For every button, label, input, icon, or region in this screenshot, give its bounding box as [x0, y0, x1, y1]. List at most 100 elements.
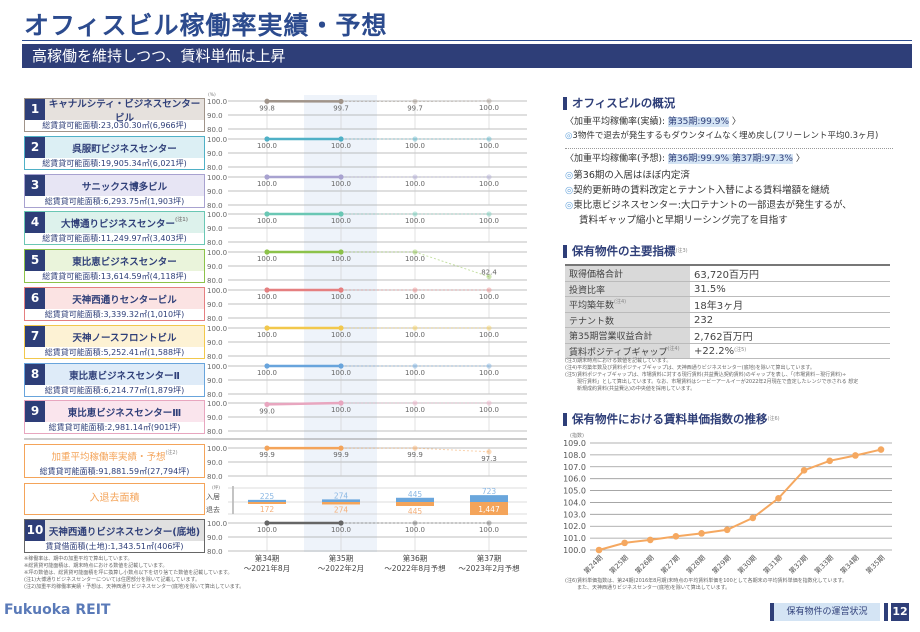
property-area: 総賃貸可能面積:19,905.34㎡(6,021坪) [42, 159, 187, 168]
data-point [412, 174, 418, 180]
forecast-label: 〈加重平均稼働率(予想): [565, 154, 666, 164]
period-label: 第34期 [255, 553, 280, 563]
data-point [338, 520, 344, 526]
value-label: 100.0 [479, 104, 499, 112]
data-point [264, 520, 270, 526]
value-label: 100.0 [331, 369, 351, 377]
y-tick-label: 90.0 [207, 188, 223, 196]
footnote: ※稼働率は、期中の加重平均で算出しています。 [24, 556, 133, 562]
data-point [338, 98, 344, 105]
heading-text: 保有物件の主要指標 [572, 244, 676, 258]
period-label: 第35期 [329, 553, 354, 563]
property-area: 総賃貸可能面積:91,881.59㎡(27,794坪) [39, 467, 190, 476]
y-tick-label: 106.0 [563, 475, 586, 484]
move-out-value: 172 [260, 505, 275, 514]
property-card: 1 キャナルシティ・ビジネスセンタービル 総賃貸可能面積:23,030.30㎡(6,… [24, 98, 205, 132]
indicator-value: 63,720百万円 [690, 265, 890, 282]
data-point [877, 446, 885, 453]
y-tick-label: 80.0 [207, 391, 223, 399]
property-header: 加重平均稼働率実績・予想(注2) [25, 445, 204, 466]
data-point [672, 533, 680, 540]
property-area: 総賃貸可能面積:11,249.97㎡(3,403坪) [42, 234, 187, 243]
overview-heading: オフィスビルの概況 [563, 97, 675, 110]
note-ref: (注4) [667, 345, 680, 352]
bullet-icon: ◎ [565, 170, 574, 181]
y-tick-label: 108.0 [563, 451, 586, 460]
property-name-text: 東比恵ビジネスセンターⅢ [67, 407, 182, 419]
data-point [264, 98, 270, 104]
data-point [486, 363, 492, 369]
note: (注4)平均築年数及び賃料ポジティブギャップは、天神西通りビジネスセンター(底地… [565, 365, 815, 371]
note-ref: (注3) [675, 248, 688, 254]
move-out-bar [322, 502, 360, 505]
y-tick-label: 100.0 [207, 363, 227, 371]
property-number: 5 [25, 250, 45, 271]
property-name-text: 呉服町ビジネスセンター [72, 143, 177, 155]
data-point [412, 287, 418, 293]
x-tick-label: 第35期 [864, 553, 887, 576]
property-area: 総賃貸可能面積:6,293.75㎡(1,903坪) [44, 197, 185, 206]
period-label: 第36期 [403, 553, 428, 563]
movement-box: 入退去面積 [24, 483, 205, 515]
property-name: 大博通りビジネスセンター(注1) [45, 216, 204, 230]
x-tick-label: 第33期 [813, 553, 836, 576]
footnote: ※坪の数値は、総賃貸可能面積を坪に換算し小数点以下を切り捨てた数値を記載していま… [24, 570, 233, 576]
y-tick-label: 90.0 [207, 339, 223, 347]
value-label: 100.0 [479, 369, 499, 377]
property-name: 天神西通りセンタービル [45, 292, 204, 306]
property-header: 3 サニックス博多ビル [25, 175, 204, 196]
value-label: 100.0 [405, 526, 425, 534]
data-point [800, 467, 808, 474]
value-label: 100.0 [331, 142, 351, 150]
property-area: 総賃貸可能面積:6,214.77㎡(1,879坪) [44, 386, 185, 395]
value-label: 100.0 [331, 331, 351, 339]
indicator-value: +22.2%(注5) [690, 343, 890, 359]
y-tick-label: 80.0 [207, 548, 223, 556]
property-name-text: 天神西通りビジネスセンター(底地) [48, 526, 201, 538]
footnote: ※総賃貸可能面積は、期末時点における数値を記載しています。 [24, 563, 168, 569]
note: 新規成約賃料(共益費込)の中央値を採用しています。 [577, 386, 696, 392]
data-point [486, 287, 492, 293]
property-card: 2 呉服町ビジネスセンター 総賃貸可能面積:19,905.34㎡(6,021坪) [24, 136, 205, 170]
data-point [412, 98, 418, 105]
y-tick-label: 80.0 [207, 202, 223, 210]
indicators-table: 取得価格合計 63,720百万円 投資比率 31.5% 平均築年数(注4) 18年3ヶ月テ… [565, 264, 890, 359]
data-point [486, 325, 492, 331]
data-point [412, 136, 418, 142]
value-text: 63,720百万円 [694, 270, 759, 281]
property-number: 1 [25, 99, 45, 120]
property-card: 加重平均稼働率実績・予想(注2) 総賃貸可能面積:91,881.59㎡(27,79… [24, 444, 205, 478]
data-point [698, 530, 705, 537]
note-ref: (注1) [174, 216, 189, 223]
data-point [338, 325, 344, 331]
move-in-label: 入居 [206, 493, 220, 501]
value-label: 100.0 [257, 217, 277, 225]
property-name-text: キャナルシティ・ビジネスセンタービル [48, 98, 201, 124]
x-tick-label: 第31期 [761, 553, 784, 576]
x-tick-label: 第34期 [838, 553, 861, 576]
value-text: 18年3ヶ月 [694, 301, 744, 312]
x-tick-label: 第24期 [582, 553, 605, 576]
title-divider [22, 40, 912, 41]
note-ref: (注5) [734, 346, 747, 353]
move-in-value: 225 [260, 492, 275, 501]
move-in-value: 723 [482, 487, 497, 496]
data-point [595, 546, 603, 554]
unit-label: (%) [208, 92, 216, 98]
data-point [412, 211, 418, 217]
x-tick-label: 第32期 [787, 553, 810, 576]
data-point [338, 136, 344, 142]
property-header: 8 東比恵ビジネスセンターⅡ [25, 364, 204, 385]
property-name: 加重平均稼働率実績・予想(注2) [25, 449, 204, 463]
property-card: 6 天神西通りセンタービル 総賃貸可能面積:3,339.32㎡(1,010坪) [24, 287, 205, 321]
property-name: 呉服町ビジネスセンター [45, 141, 204, 155]
indicator-row: 平均築年数(注4) 18年3ヶ月 [565, 296, 890, 313]
move-out-label: 退去 [206, 505, 220, 514]
move-out-value: 274 [334, 505, 349, 514]
property-header: 2 呉服町ビジネスセンター [25, 137, 204, 158]
property-card: 4 大博通りビジネスセンター(注1) 総賃貸可能面積:11,249.97㎡(3,40… [24, 211, 205, 245]
y-tick-label: 80.0 [207, 353, 223, 361]
note: また、天神西通りビジネスセンター(底地)を除いて算出しています。 [577, 585, 731, 591]
dotted-divider [565, 148, 893, 149]
value-label: 100.0 [257, 331, 277, 339]
